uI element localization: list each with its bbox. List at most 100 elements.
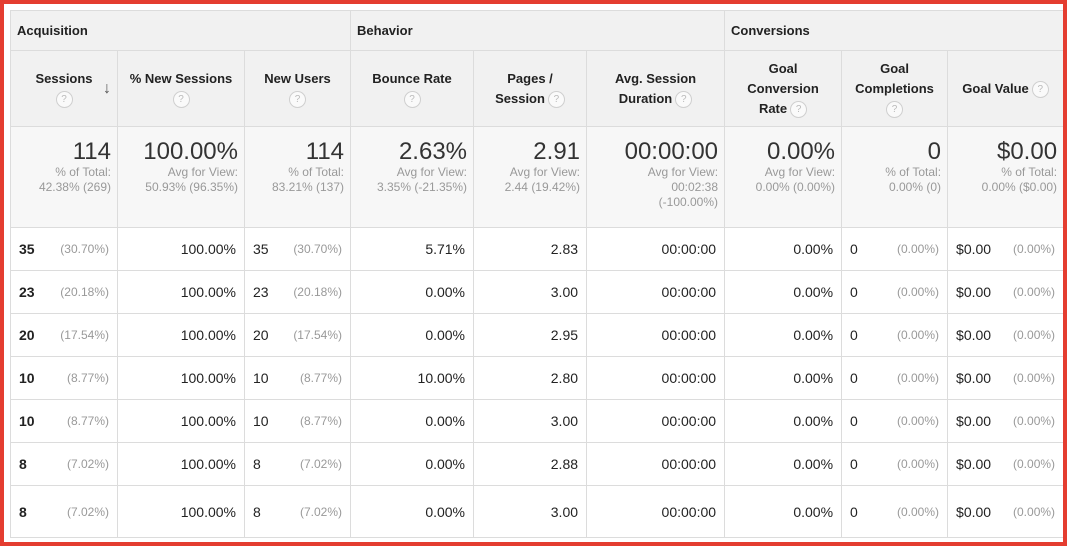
cell-bounce-rate: 0.00%: [350, 270, 475, 314]
column-label-new-sessions: % New Sessions: [129, 71, 233, 86]
help-icon[interactable]: ?: [790, 100, 808, 118]
cell-new-sessions: 100.00%: [117, 442, 245, 486]
column-label-gc-line1: Goal: [880, 61, 909, 76]
goal-value-value: $0.00: [956, 284, 992, 300]
goal-completions-percent: (0.00%): [897, 285, 940, 299]
table-row: 23 (20.18%) 100.00% 23 (20.18%) 0.00% 3.00 00:0…: [10, 270, 1063, 314]
cell-avg-session-duration: 00:00:00: [586, 313, 726, 357]
goal-completions-value: 0: [850, 413, 858, 429]
goal-value-percent: (0.00%): [1013, 285, 1056, 299]
help-icon[interactable]: ?: [403, 91, 421, 108]
arrow-down-icon[interactable]: ↓: [103, 80, 111, 97]
cell-goal-conversion-rate: 0.00%: [724, 270, 843, 314]
cell-new-sessions: 100.00%: [117, 399, 245, 443]
group-conversions: Conversions: [724, 10, 1063, 51]
sessions-percent: (7.02%): [66, 457, 109, 471]
cell-sessions: 8 (7.02%): [10, 485, 118, 538]
total-caption: Avg for View:: [167, 165, 238, 179]
new-users-percent: (7.02%): [299, 504, 343, 519]
column-header-goal-value[interactable]: Goal Value?: [947, 50, 1063, 127]
goal-completions-value: 0: [850, 327, 858, 343]
column-header-new-users[interactable]: New Users ?: [243, 50, 352, 127]
goal-value-percent: (0.00%): [1013, 371, 1056, 385]
goal-completions-value: 0: [850, 370, 858, 386]
help-icon[interactable]: ?: [172, 91, 190, 108]
cell-avg-session-duration: 00:00:00: [586, 270, 726, 314]
sessions-percent: (20.18%): [60, 285, 109, 299]
total-caption: (-100.00%): [658, 195, 719, 209]
cell-goal-conversion-rate: 0.00%: [724, 227, 843, 271]
cell-bounce-rate: 0.00%: [350, 313, 475, 357]
total-caption: % of Total:: [288, 165, 345, 179]
total-caption: 3.35% (-21.35%): [376, 180, 468, 194]
total-caption: 2.44 (19.42%): [504, 180, 581, 194]
totals-row: 114 % of Total: 42.38% (269) 100.00% Avg…: [10, 126, 1063, 228]
total-value: 2.63%: [398, 138, 468, 165]
cell-bounce-rate: 5.71%: [350, 227, 475, 271]
sessions-value: 20: [19, 327, 35, 343]
table-row: 35 (30.70%) 100.00% 35 (30.70%) 5.71% 2.83 00:0…: [10, 227, 1063, 271]
goal-completions-percent: (0.00%): [897, 242, 940, 256]
column-header-avg-session-duration[interactable]: Avg. Session Duration?: [586, 50, 726, 127]
new-users-value: 10: [253, 370, 269, 386]
help-icon[interactable]: ?: [55, 91, 73, 108]
cell-sessions: 35 (30.70%): [10, 227, 118, 271]
cell-new-sessions: 100.00%: [117, 356, 245, 400]
column-header-bounce-rate[interactable]: Bounce Rate ?: [350, 50, 475, 127]
cell-sessions: 20 (17.54%): [10, 313, 118, 357]
total-caption: % of Total:: [1001, 165, 1058, 179]
new-users-value: 8: [253, 503, 261, 520]
total-caption: 50.93% (96.35%): [145, 180, 238, 194]
goal-completions-percent: (0.00%): [897, 371, 940, 385]
column-header-sessions[interactable]: Sessions ? ↓: [10, 50, 118, 127]
sessions-percent: (8.77%): [66, 414, 109, 428]
help-icon[interactable]: ?: [547, 90, 565, 108]
sessions-value: 8: [19, 503, 27, 520]
total-caption: 0.00% ($0.00): [981, 180, 1058, 194]
sessions-value: 35: [19, 241, 35, 257]
cell-goal-completions: 0 (0.00%): [841, 485, 949, 538]
goal-value-percent: (0.00%): [1013, 414, 1056, 428]
cell-goal-value: $0.00 (0.00%): [947, 270, 1063, 314]
group-acquisition: Acquisition: [10, 10, 352, 51]
goal-completions-percent: (0.00%): [897, 328, 940, 342]
total-caption: % of Total:: [885, 165, 942, 179]
cell-goal-conversion-rate: 0.00%: [724, 356, 843, 400]
total-value: 100.00%: [143, 138, 238, 165]
goal-value-value: $0.00: [956, 241, 992, 257]
total-value: 00:00:00: [624, 138, 719, 165]
sessions-percent: (7.02%): [66, 504, 109, 519]
column-label-sessions: Sessions: [35, 71, 93, 86]
column-label-gcr-line1: Goal: [768, 60, 798, 76]
column-label-goal-value: Goal Value: [962, 80, 1029, 96]
cell-new-users: 8 (7.02%): [243, 442, 352, 486]
column-header-pages-per-session[interactable]: Pages / Session?: [473, 50, 588, 127]
cell-goal-value: $0.00 (0.00%): [947, 485, 1063, 538]
cell-new-users: 20 (17.54%): [243, 313, 352, 357]
column-header-new-sessions[interactable]: % New Sessions ?: [117, 50, 245, 127]
help-icon[interactable]: ?: [1031, 80, 1049, 98]
new-users-value: 10: [253, 413, 269, 429]
sessions-percent: (30.70%): [60, 242, 109, 256]
total-value: 2.91: [533, 138, 581, 165]
help-icon[interactable]: ?: [289, 91, 306, 108]
column-header-goal-conversion-rate[interactable]: Goal Conversion Rate?: [724, 50, 843, 127]
help-icon[interactable]: ?: [675, 90, 693, 108]
column-header-goal-completions[interactable]: Goal Completions ?: [841, 50, 949, 127]
new-users-percent: (7.02%): [299, 457, 343, 471]
goal-value-value: $0.00: [956, 503, 992, 520]
cell-pages-per-session: 3.00: [473, 399, 588, 443]
cell-sessions: 10 (8.77%): [10, 399, 118, 443]
goal-value-percent: (0.00%): [1013, 504, 1056, 519]
cell-goal-completions: 0 (0.00%): [841, 356, 949, 400]
cell-goal-value: $0.00 (0.00%): [947, 442, 1063, 486]
goal-completions-percent: (0.00%): [897, 457, 940, 471]
cell-new-sessions: 100.00%: [117, 227, 245, 271]
total-caption: Avg for View:: [509, 165, 581, 179]
cell-avg-session-duration: 00:00:00: [586, 442, 726, 486]
total-caption: 83.21% (137): [271, 180, 345, 194]
help-icon[interactable]: ?: [886, 101, 904, 118]
cell-goal-conversion-rate: 0.00%: [724, 442, 843, 486]
total-new-sessions: 100.00% Avg for View: 50.93% (96.35%): [117, 126, 245, 228]
